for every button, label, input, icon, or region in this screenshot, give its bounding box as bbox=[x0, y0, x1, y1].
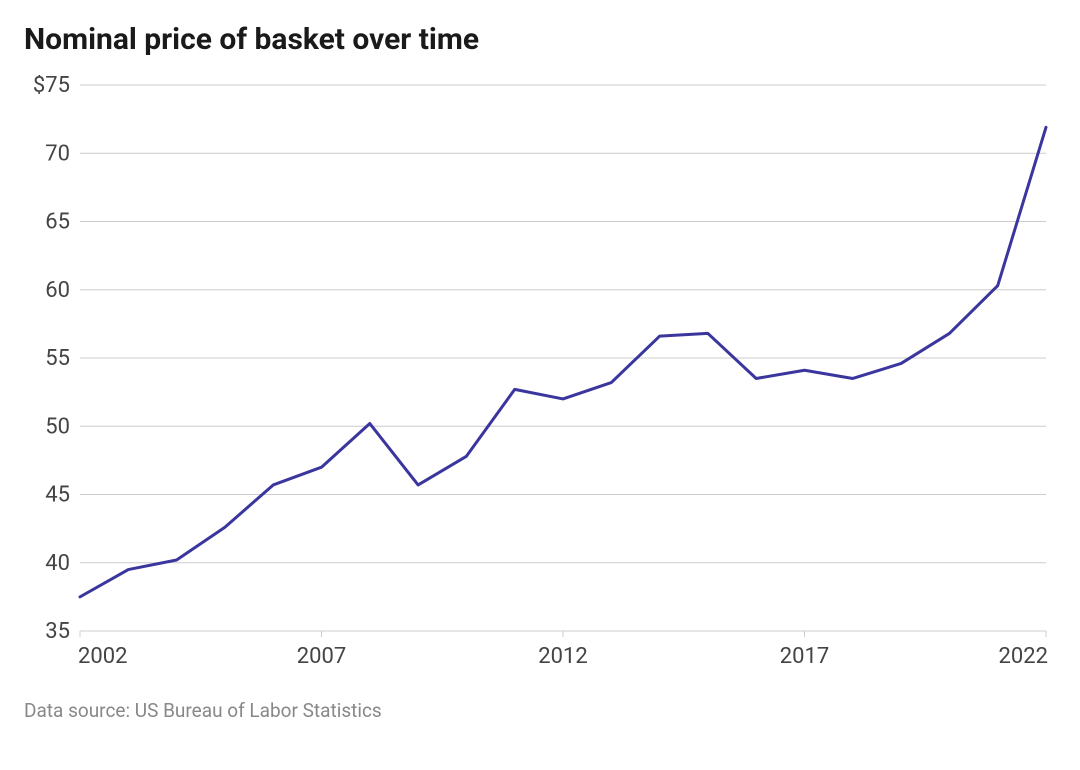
x-tick-label: 2022 bbox=[999, 644, 1048, 669]
chart-title: Nominal price of basket over time bbox=[24, 22, 1056, 57]
y-tick-label: 45 bbox=[45, 483, 70, 508]
y-tick-label: 50 bbox=[45, 414, 70, 439]
x-tick-label: 2017 bbox=[780, 644, 829, 669]
y-tick-label: 55 bbox=[45, 346, 70, 371]
y-tick-label: 35 bbox=[45, 619, 70, 644]
x-tick-label: 2007 bbox=[297, 644, 346, 669]
y-tick-label: $75 bbox=[33, 75, 70, 98]
chart-source: Data source: US Bureau of Labor Statisti… bbox=[24, 699, 1056, 722]
line-chart-svg: 35 40 45 50 55 60 65 70 $75 2002 2007 2012 2017 2022 bbox=[24, 75, 1056, 675]
y-tick-label: 70 bbox=[45, 141, 70, 166]
chart-plot-area: 35 40 45 50 55 60 65 70 $75 2002 2007 2012 2017 2022 bbox=[24, 75, 1056, 675]
line-series-basket_price bbox=[80, 127, 1046, 597]
y-tick-label: 60 bbox=[45, 278, 70, 303]
y-tick-label: 65 bbox=[45, 210, 70, 235]
x-tick-label: 2012 bbox=[538, 644, 587, 669]
x-tick-label: 2002 bbox=[78, 644, 127, 669]
y-tick-label: 40 bbox=[45, 551, 70, 576]
